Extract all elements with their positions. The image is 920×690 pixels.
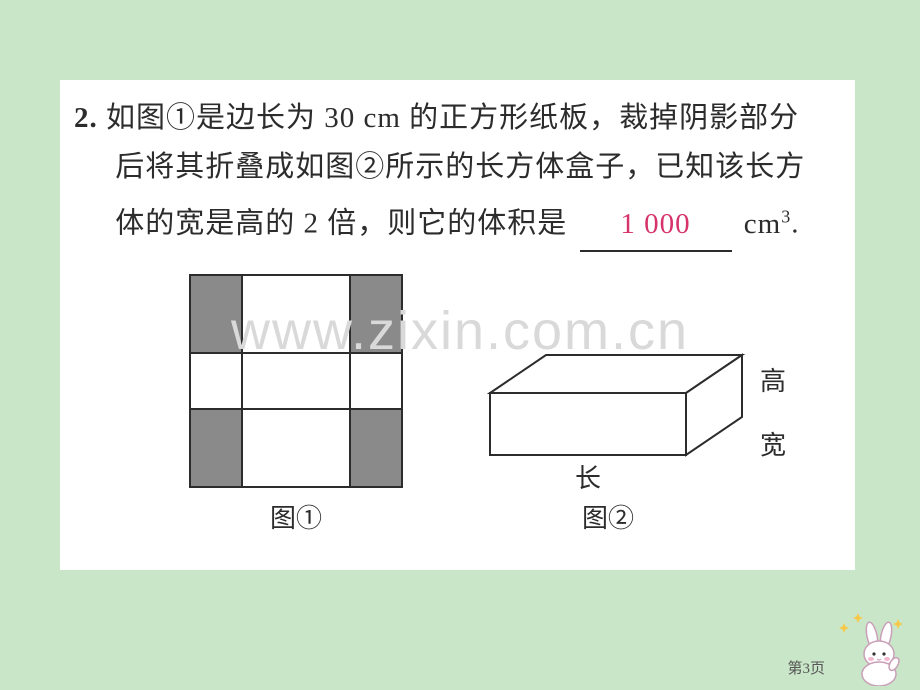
unit: cm3: [744, 208, 791, 240]
answer-blank: 1 000: [580, 200, 732, 252]
svg-text:长: 长: [575, 464, 601, 493]
svg-text:图②: 图②: [582, 504, 634, 533]
page-number: 第3页: [787, 657, 825, 678]
problem-number: 2.: [74, 102, 98, 134]
figures-area: 图① 长 宽 高图②: [60, 255, 855, 565]
page-root: www.zixin.com.cn 2. 如图①是边长为 30 cm 的正方形纸板…: [0, 0, 920, 690]
svg-text:宽: 宽: [760, 431, 786, 460]
problem-text: 2. 如图①是边长为 30 cm 的正方形纸板，裁掉阴影部分 后将其折叠成如图②…: [74, 94, 844, 252]
bunny-decoration: [834, 610, 912, 686]
problem-line3a: 体的宽是高的 2 倍，则它的体积是: [115, 208, 567, 240]
svg-text:图①: 图①: [270, 504, 322, 533]
figures-svg: 图① 长 宽 高图②: [60, 255, 855, 565]
svg-text:高: 高: [760, 367, 786, 396]
problem-line1: 如图①是边长为 30 cm 的正方形纸板，裁掉阴影部分: [106, 102, 799, 134]
period: .: [791, 208, 799, 240]
problem-line2: 后将其折叠成如图②所示的长方体盒子，已知该长方: [115, 151, 805, 183]
problem-card: 2. 如图①是边长为 30 cm 的正方形纸板，裁掉阴影部分 后将其折叠成如图②…: [60, 80, 855, 570]
